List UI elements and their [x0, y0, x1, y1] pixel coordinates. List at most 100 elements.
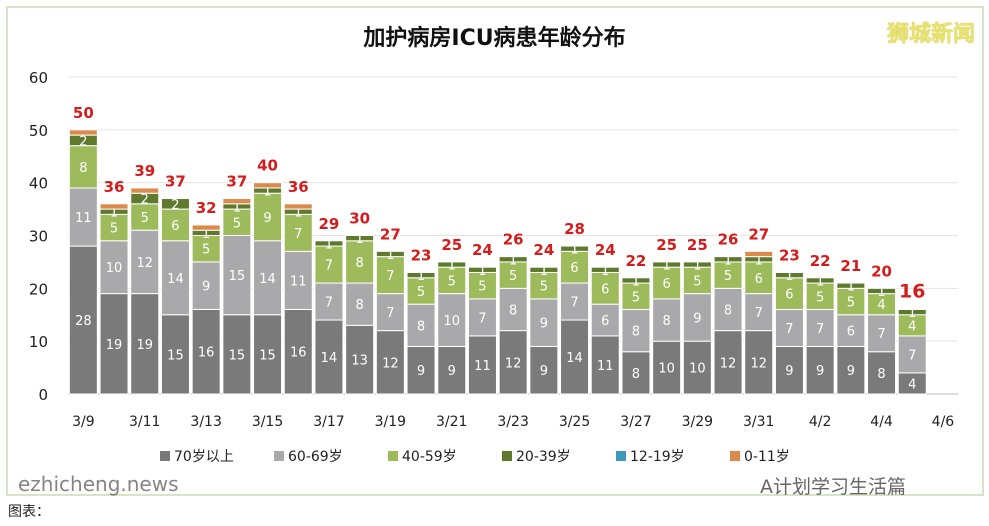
bar-segment	[437, 261, 467, 268]
segment-label: 1	[233, 200, 241, 215]
segment-label: 6	[570, 261, 578, 276]
segment-label: 11	[290, 274, 307, 289]
segment-label: 16	[198, 346, 215, 361]
total-label: 27	[380, 225, 401, 243]
segment-label: 6	[601, 282, 609, 297]
bar-segment	[652, 340, 682, 395]
bar-segment	[191, 235, 221, 263]
segment-label: 12	[382, 356, 399, 371]
bar-segment	[836, 282, 866, 289]
segment-label: 1	[325, 237, 333, 252]
legend-swatch	[502, 451, 512, 461]
total-label: 25	[441, 236, 462, 254]
bar-segment	[621, 282, 651, 310]
bar-segment	[191, 261, 221, 310]
segment-label: 4	[908, 377, 916, 392]
bar-segment	[774, 345, 804, 395]
bar-segment	[406, 345, 436, 395]
segment-label: 1	[448, 259, 456, 274]
bar-segment	[283, 250, 313, 310]
segment-label: 1	[908, 306, 916, 321]
bar-segment	[652, 266, 682, 300]
segment-label: 5	[448, 274, 456, 289]
bar-segment	[345, 324, 375, 395]
x-tick-label: 4/4	[870, 414, 893, 430]
segment-label: 6	[847, 325, 855, 340]
bar-segment	[867, 314, 897, 353]
bar-segment	[560, 319, 590, 395]
segment-label: 1	[478, 264, 486, 279]
segment-label: 5	[478, 280, 486, 295]
segment-label: 14	[566, 351, 583, 366]
bar-segment	[130, 203, 160, 231]
segment-label: 9	[417, 364, 425, 379]
segment-label: 5	[110, 222, 118, 237]
total-label: 24	[595, 241, 616, 259]
total-label: 25	[656, 236, 677, 254]
total-label: 24	[533, 241, 554, 259]
bar-segment	[867, 287, 897, 295]
bar-segment	[713, 330, 743, 395]
x-tick-label: 3/19	[375, 414, 406, 430]
total-label: 16	[899, 280, 925, 302]
segment-label: 8	[417, 319, 425, 334]
y-tick-label: 10	[29, 333, 48, 351]
segment-label: 7	[816, 322, 824, 337]
bar-segment	[130, 293, 160, 395]
segment-label: 8	[724, 303, 732, 318]
bar-segment	[682, 293, 712, 342]
segment-label: 7	[294, 227, 302, 242]
bar-segment	[498, 261, 528, 289]
bar-segment	[560, 250, 590, 284]
bar-segment	[805, 345, 835, 395]
bar-segment	[375, 250, 405, 258]
bar-segment	[437, 293, 467, 347]
segment-label: 8	[79, 161, 87, 176]
legend-label: 70岁以上	[174, 449, 234, 465]
bar-segment	[805, 277, 835, 284]
segment-label: 2	[171, 198, 179, 213]
source-label: 图表：	[8, 504, 50, 520]
bar-segment	[805, 308, 835, 347]
segment-label: 15	[229, 348, 246, 363]
segment-label: 7	[386, 306, 394, 321]
bar-segment	[314, 319, 344, 395]
bar-segment	[283, 213, 313, 252]
bar-segment	[590, 266, 620, 273]
segment-label: 5	[540, 280, 548, 295]
segment-label: 1	[816, 274, 824, 289]
segment-label: 1	[785, 269, 793, 284]
segment-label: 6	[785, 288, 793, 303]
bar-segment	[529, 345, 559, 395]
segment-label: 7	[908, 348, 916, 363]
y-tick-label: 50	[29, 122, 48, 140]
legend-label: 0-11岁	[744, 449, 790, 465]
x-tick-label: 3/27	[620, 414, 651, 430]
segment-label: 5	[417, 285, 425, 300]
segment-label: 8	[356, 298, 364, 313]
segment-label: 8	[356, 256, 364, 271]
total-label: 24	[472, 241, 493, 259]
total-label: 36	[288, 178, 309, 196]
y-tick-label: 40	[29, 175, 48, 193]
total-label: 26	[718, 231, 739, 249]
segment-label: 2	[79, 134, 87, 149]
segment-label: 16	[290, 346, 307, 361]
segment-label: 9	[540, 364, 548, 379]
segment-label: 5	[816, 290, 824, 305]
segment-label: 12	[505, 356, 522, 371]
segment-label: 8	[509, 303, 517, 318]
bar-segment	[68, 129, 98, 136]
bar-segment	[836, 314, 866, 347]
total-label: 25	[687, 236, 708, 254]
segment-label: 1	[724, 253, 732, 268]
total-label: 37	[226, 173, 247, 191]
total-label: 22	[810, 252, 831, 270]
segment-label: 5	[632, 290, 640, 305]
legend-label: 12-19岁	[630, 449, 685, 465]
x-tick-label: 3/25	[559, 414, 590, 430]
bar-segment	[621, 351, 651, 395]
bar-segment	[744, 293, 774, 332]
total-label: 37	[165, 173, 186, 191]
legend-swatch	[730, 451, 740, 461]
